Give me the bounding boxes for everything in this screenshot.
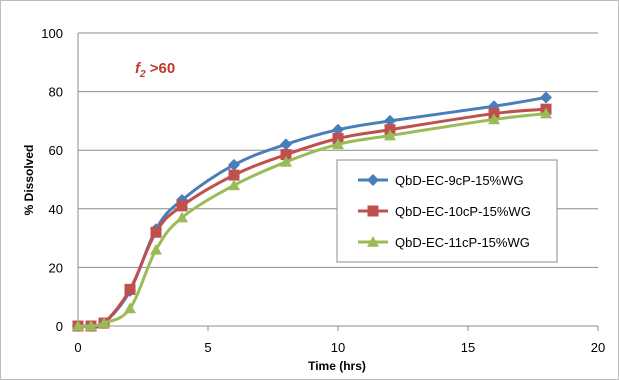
data-point [540,107,552,119]
x-tick-label: 10 [331,340,345,355]
legend-entry-2: QbD-EC-10cP-15%WG [358,204,531,219]
x-tick-label: 15 [461,340,475,355]
data-point [85,320,97,331]
legend-label: QbD-EC-10cP-15%WG [395,204,531,219]
data-point [228,158,240,171]
legend-entry-1: QbD-EC-9cP-15%WG [358,173,524,188]
y-tick-label: 100 [41,26,63,41]
data-point [150,226,162,238]
x-axis-title: Time (hrs) [308,359,366,373]
x-tick-label: 20 [591,340,605,355]
f2-annotation: f2 >60 [135,60,175,80]
legend: QbD-EC-9cP-15%WG QbD-EC-10cP-15%WG QbD-EC-… [336,159,558,263]
data-point [228,179,240,191]
x-tick-label: 5 [204,340,211,355]
data-point [384,129,396,141]
data-point [228,169,240,181]
data-point [280,149,292,161]
y-tick-label: 40 [49,202,63,217]
legend-marker [367,236,379,247]
series-group [72,91,552,332]
axes [77,33,599,331]
legend-label: QbD-EC-9cP-15%WG [395,173,524,188]
legend-marker [367,205,379,217]
y-axis-title: % Dissolved [22,145,36,216]
x-tick-label: 0 [74,340,81,355]
tick-labels: 0 20 40 60 80 100 0 5 10 15 20 [41,26,605,355]
data-point [98,317,110,328]
series-3 [72,107,552,331]
legend-marker [367,174,379,186]
legend-entry-3: QbD-EC-11cP-15%WG [358,235,530,250]
y-tick-label: 80 [49,85,63,100]
data-point [332,123,344,136]
data-point [150,243,162,255]
y-tick-label: 0 [56,319,63,334]
data-point [280,155,292,167]
y-tick-label: 60 [49,143,63,158]
data-point [384,114,396,127]
data-point [176,211,188,223]
data-point [280,138,292,151]
data-point [332,138,344,150]
data-point [124,302,136,314]
data-point [124,283,136,295]
data-point [540,91,552,104]
data-point [176,200,188,212]
y-tick-label: 20 [49,260,63,275]
legend-label: QbD-EC-11cP-15%WG [395,235,530,250]
data-point [488,113,500,125]
data-point [72,320,84,331]
